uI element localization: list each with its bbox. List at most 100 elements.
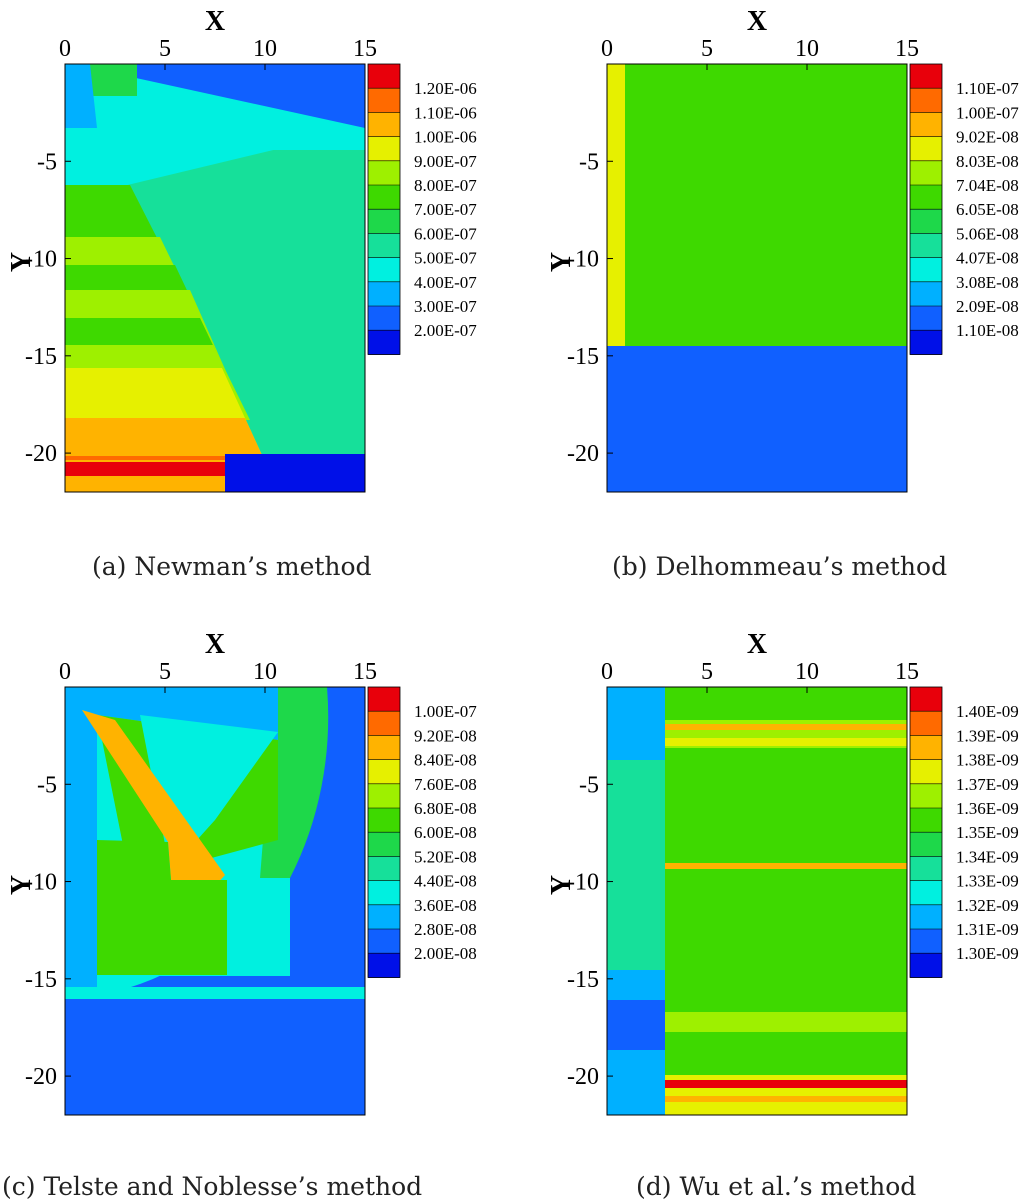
x-tick-label: 15 — [353, 659, 377, 685]
colorbar-label: 1.00E-07 — [956, 103, 1019, 122]
chart-telste-noblesse: X Y 0 5 10 15 -5 -10 -15 -20 1.00E-07 9.20E-08 8… — [6, 629, 477, 1116]
colorbar-swatch — [910, 306, 942, 331]
y-axis-label: Y — [546, 875, 577, 895]
y-tick-label: -5 — [37, 772, 57, 798]
colorbar-label: 1.35E-09 — [956, 823, 1019, 842]
colorbar-swatch — [910, 856, 942, 882]
colorbar-label: 4.00E-07 — [414, 273, 477, 292]
colorbar-label: 1.10E-07 — [956, 79, 1019, 98]
colorbar-swatch — [910, 185, 942, 210]
y-tick-label: -10 — [25, 870, 57, 896]
colorbar-label: 9.20E-08 — [414, 726, 477, 745]
y-tick-label: -20 — [25, 441, 57, 467]
x-tick-label: 0 — [59, 36, 71, 62]
colorbar-swatch — [910, 687, 942, 712]
x-tick-label: 5 — [159, 659, 171, 685]
colorbar-label: 2.80E-08 — [414, 920, 477, 939]
colorbar-swatch — [368, 856, 400, 882]
colorbar-swatch — [910, 209, 942, 234]
colorbar-swatch — [368, 136, 400, 162]
colorbar-frame — [367, 63, 401, 355]
colorbar-label: 4.40E-08 — [414, 872, 477, 891]
colorbar-label: 6.80E-08 — [414, 799, 477, 818]
colorbar-swatch — [368, 306, 400, 331]
x-tick-label: 0 — [601, 659, 613, 685]
colorbar-swatch — [910, 832, 942, 857]
caption-b: (b) Delhommeau’s method — [612, 552, 948, 581]
colorbar-label: 5.00E-07 — [414, 249, 477, 268]
colorbar-label: 1.38E-09 — [956, 751, 1019, 770]
colorbar-label: 1.00E-06 — [414, 128, 477, 147]
colorbar-swatch — [368, 904, 400, 930]
y-tick-label: -20 — [25, 1064, 57, 1090]
colorbar-label: 2.00E-08 — [414, 944, 477, 963]
x-axis-label: X — [205, 629, 225, 660]
colorbar-label: 1.20E-06 — [414, 79, 477, 98]
colorbar-label: 9.02E-08 — [956, 128, 1019, 147]
x-tick-label: 10 — [253, 659, 277, 685]
y-tick-label: -15 — [25, 967, 57, 993]
x-tick-label: 10 — [795, 36, 819, 62]
x-tick-label: 0 — [601, 36, 613, 62]
colorbar-swatch — [910, 929, 942, 954]
y-tick-label: -10 — [25, 247, 57, 273]
colorbar-label: 6.05E-08 — [956, 200, 1019, 219]
colorbar-label: 1.10E-06 — [414, 103, 477, 122]
x-axis-label: X — [747, 629, 767, 660]
x-tick-label: 5 — [701, 36, 713, 62]
colorbar-label: 1.36E-09 — [956, 799, 1019, 818]
y-tick-label: -20 — [567, 441, 599, 467]
colorbar-swatch — [910, 953, 942, 978]
colorbar-label: 2.09E-08 — [956, 297, 1019, 316]
colorbar-label: 1.10E-08 — [956, 321, 1019, 340]
caption-c: (c) Telste and Noblesse’s method — [2, 1172, 423, 1201]
x-axis-label: X — [205, 6, 225, 37]
colorbar-label: 7.00E-07 — [414, 200, 477, 219]
colorbar-swatch — [368, 687, 400, 712]
chart-delhommeau: X Y 0 5 10 15 -5 -10 -15 -20 1.10E-07 1.00E-07 9… — [546, 6, 1019, 493]
x-tick-label: 5 — [159, 36, 171, 62]
colorbar-label: 3.00E-07 — [414, 297, 477, 316]
colorbar-label: 8.00E-07 — [414, 176, 477, 195]
colorbar-swatch — [910, 88, 942, 113]
y-axis-label: Y — [6, 252, 37, 272]
colorbar-label: 1.00E-07 — [414, 702, 477, 721]
y-tick-label: -5 — [579, 772, 599, 798]
colorbar-swatch — [910, 711, 942, 736]
x-tick-label: 0 — [59, 659, 71, 685]
x-tick-label: 15 — [353, 36, 377, 62]
colorbar-swatch — [368, 257, 400, 283]
colorbar-label: 6.00E-08 — [414, 823, 477, 842]
colorbar-swatch — [910, 735, 942, 761]
y-tick-label: -15 — [567, 344, 599, 370]
colorbar-swatch — [910, 330, 942, 355]
caption-d: (d) Wu et al.’s method — [636, 1172, 917, 1201]
colorbar-swatch — [368, 88, 400, 113]
y-tick-label: -10 — [567, 870, 599, 896]
colorbar-swatch — [910, 808, 942, 833]
colorbar-swatch — [910, 759, 942, 785]
colorbar-swatch — [910, 904, 942, 930]
colorbar-swatch — [910, 257, 942, 283]
colorbar-label: 1.40E-09 — [956, 702, 1019, 721]
contour-field — [65, 64, 365, 492]
colorbar-swatch — [368, 112, 400, 138]
colorbar-swatch — [910, 112, 942, 138]
y-tick-label: -5 — [579, 149, 599, 175]
colorbar-swatch — [910, 64, 942, 89]
colorbar-swatch — [368, 64, 400, 89]
colorbar-label: 1.32E-09 — [956, 896, 1019, 915]
colorbar-swatch — [368, 808, 400, 833]
y-axis-label: Y — [6, 875, 37, 895]
chart-wu: X Y 0 5 10 15 -5 -10 -15 -20 1.40E-09 1.39E-09 1… — [546, 629, 1019, 1116]
colorbar-frame — [909, 63, 943, 355]
colorbar-label: 3.60E-08 — [414, 896, 477, 915]
colorbar-label: 7.04E-08 — [956, 176, 1019, 195]
y-tick-label: -15 — [25, 344, 57, 370]
colorbar-label: 8.40E-08 — [414, 751, 477, 770]
x-tick-label: 10 — [795, 659, 819, 685]
colorbar-swatch — [910, 160, 942, 186]
colorbar-swatch — [368, 233, 400, 259]
colorbar-label: 6.00E-07 — [414, 224, 477, 243]
colorbar-label: 1.39E-09 — [956, 726, 1019, 745]
